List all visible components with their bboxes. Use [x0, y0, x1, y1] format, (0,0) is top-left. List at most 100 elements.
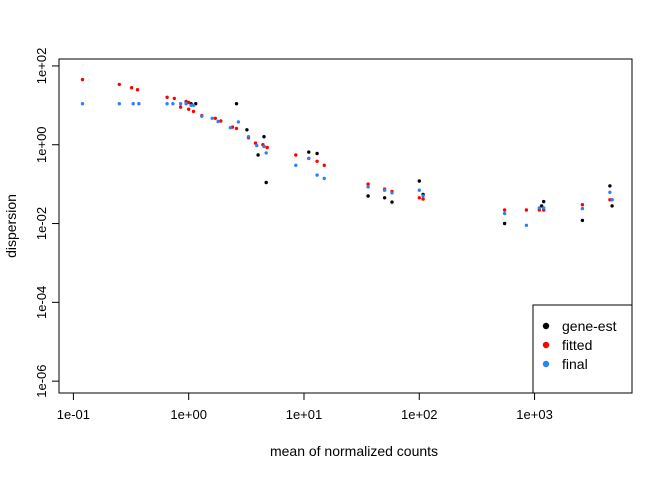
point-fitted — [213, 116, 217, 121]
point-final — [171, 102, 175, 106]
y-tick-label: 1e+02 — [34, 48, 49, 85]
point-gene-est — [502, 221, 507, 226]
point-fitted — [502, 208, 507, 212]
point-gene-est — [256, 153, 260, 157]
point-fitted — [524, 208, 529, 212]
legend-label-fitted: fitted — [562, 337, 592, 353]
point-final — [537, 206, 541, 210]
point-final — [165, 102, 169, 106]
point-final — [80, 102, 85, 106]
point-final — [178, 102, 183, 106]
point-gene-est — [542, 199, 546, 204]
point-fitted — [580, 203, 585, 207]
x-axis: 1e-01 1e+00 1e+01 1e+02 1e+03 — [57, 392, 553, 422]
point-final — [246, 135, 251, 139]
point-final — [264, 151, 268, 155]
point-final — [307, 156, 311, 161]
point-fitted — [322, 163, 326, 167]
legend-box — [532, 304, 633, 394]
point-fitted — [187, 100, 191, 105]
point-final — [191, 103, 196, 108]
point-gene-est — [315, 151, 319, 156]
point-fitted — [178, 105, 183, 109]
point-gene-est — [580, 218, 585, 223]
point-fitted — [417, 196, 421, 200]
point-fitted — [421, 197, 425, 201]
point-final — [189, 103, 193, 108]
point-fitted — [219, 119, 223, 123]
y-axis: 1e-06 1e-04 1e-02 1e+00 1e+02 — [34, 48, 60, 398]
point-gene-est — [245, 128, 249, 132]
point-gene-est — [417, 179, 421, 183]
point-final — [294, 163, 298, 167]
point-fitted — [135, 88, 140, 92]
point-fitted — [129, 86, 134, 90]
point-final — [608, 190, 612, 194]
point-gene-est — [307, 150, 311, 154]
point-final — [382, 188, 387, 192]
point-final — [117, 102, 122, 106]
point-final — [236, 120, 241, 124]
x-tick-label: 1e+02 — [401, 407, 438, 422]
point-fitted — [366, 182, 370, 186]
point-final — [390, 191, 394, 195]
y-tick-label: 1e-04 — [34, 286, 49, 319]
point-final — [228, 126, 233, 130]
x-tick-label: 1e+01 — [286, 407, 323, 422]
point-fitted — [253, 141, 258, 145]
point-fitted — [172, 96, 176, 101]
x-axis-label: mean of normalized counts — [270, 443, 438, 459]
point-final — [210, 116, 214, 121]
point-final — [131, 102, 135, 106]
point-gene-est — [382, 196, 387, 200]
x-tick-label: 1e+00 — [170, 407, 207, 422]
point-gene-est — [608, 184, 612, 188]
point-final — [216, 119, 220, 124]
point-gene-est — [366, 194, 370, 198]
legend-marker-final — [542, 360, 550, 368]
point-fitted — [294, 153, 298, 157]
point-fitted — [315, 159, 319, 163]
legend-marker-fitted — [542, 341, 550, 349]
point-final — [417, 188, 421, 192]
point-final — [184, 102, 188, 106]
point-final — [322, 176, 326, 181]
legend: gene-est fitted final — [532, 304, 633, 394]
point-final — [262, 144, 266, 149]
point-fitted — [80, 77, 85, 82]
y-tick-label: 1e-02 — [34, 207, 49, 240]
point-final — [524, 223, 529, 227]
y-tick-label: 1e-06 — [34, 365, 49, 398]
point-fitted — [191, 109, 196, 114]
point-gene-est — [610, 204, 614, 208]
point-final — [137, 102, 141, 106]
point-gene-est — [234, 102, 239, 106]
point-final — [315, 173, 319, 177]
x-tick-label: 1e-01 — [57, 407, 90, 422]
point-fitted — [265, 145, 269, 150]
point-gene-est — [264, 180, 268, 185]
point-final — [542, 206, 546, 210]
point-final — [610, 198, 614, 202]
legend-marker-gene-est — [542, 322, 550, 330]
y-axis-label: dispersion — [3, 194, 19, 258]
point-final — [200, 114, 204, 118]
legend-label-gene-est: gene-est — [562, 318, 617, 334]
point-final — [366, 185, 370, 189]
point-final — [421, 194, 425, 198]
point-fitted — [117, 82, 122, 87]
point-gene-est — [262, 135, 266, 139]
point-fitted — [234, 126, 239, 131]
legend-label-final: final — [562, 356, 588, 372]
point-final — [580, 206, 585, 211]
x-tick-label: 1e+03 — [516, 407, 553, 422]
point-fitted — [165, 95, 169, 100]
points-layer — [80, 77, 614, 227]
point-gene-est — [390, 200, 394, 204]
y-tick-label: 1e+00 — [34, 126, 49, 163]
point-fitted — [187, 107, 191, 111]
point-final — [255, 143, 259, 148]
point-final — [502, 211, 507, 216]
